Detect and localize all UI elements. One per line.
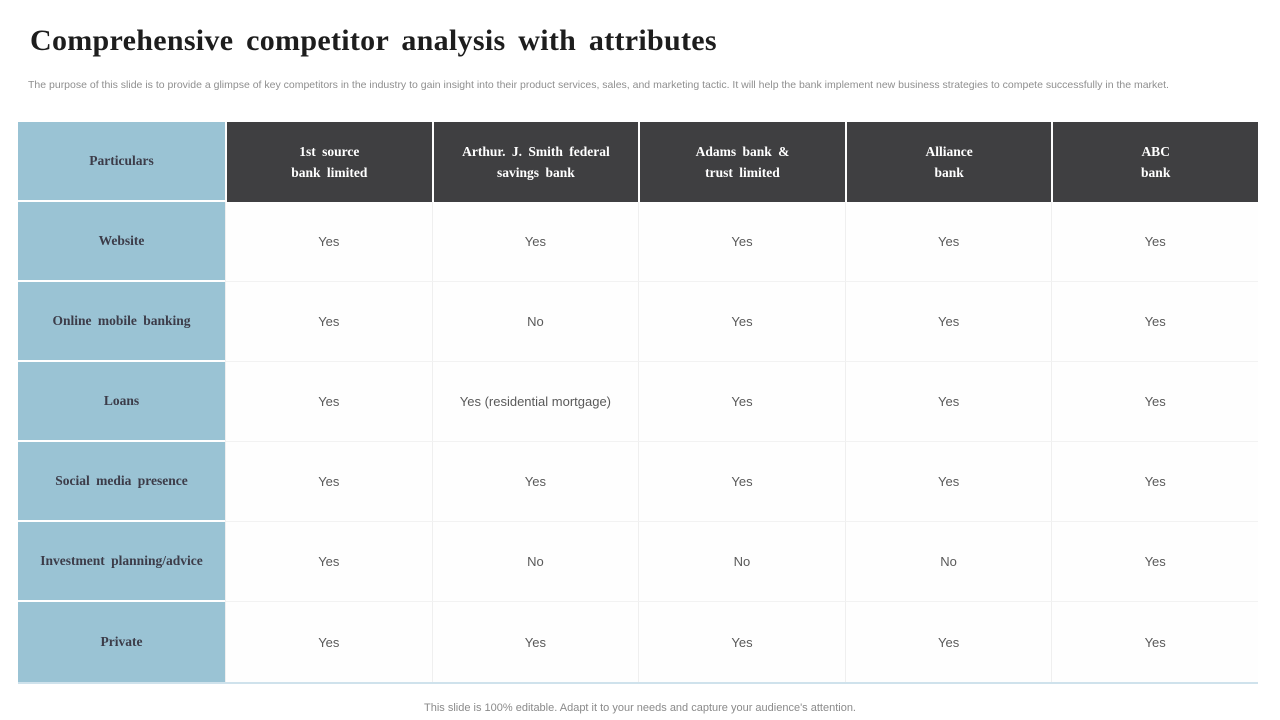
column-header-1st-source-bank: 1st source bank limited — [225, 122, 432, 202]
column-header-line: bank — [934, 165, 964, 180]
table-cell: Yes — [1051, 602, 1258, 682]
column-header-alliance-bank: Alliance bank — [844, 122, 1052, 202]
table-cell: Yes — [225, 522, 432, 602]
row-label-investment-planning-advice: Investment planning/advice — [18, 522, 225, 602]
table-corner-header: Particulars — [18, 122, 225, 202]
table-cell: No — [844, 522, 1052, 602]
row-label-website: Website — [18, 202, 225, 282]
row-label-loans: Loans — [18, 362, 225, 442]
table-cell: Yes — [431, 442, 639, 522]
column-header-line: trust limited — [705, 165, 780, 180]
column-header-line: 1st source — [299, 144, 360, 159]
table-cell: Yes — [225, 282, 432, 362]
table-cell: Yes — [844, 602, 1052, 682]
table-cell: Yes — [638, 442, 845, 522]
column-header-adams-bank: Adams bank & trust limited — [638, 122, 845, 202]
footer-note: This slide is 100% editable. Adapt it to… — [424, 702, 856, 714]
column-header-line: Alliance — [925, 144, 973, 159]
table-cell: Yes — [844, 202, 1052, 282]
table-cell: Yes — [1051, 282, 1258, 362]
column-header-line: ABC — [1141, 144, 1170, 159]
table-cell: No — [638, 522, 845, 602]
table-cell: No — [431, 282, 639, 362]
column-header-abc-bank: ABC bank — [1051, 122, 1258, 202]
table-cell: Yes — [431, 202, 639, 282]
table-cell: Yes — [431, 602, 639, 682]
table-cell: Yes — [225, 202, 432, 282]
table-cell: No — [431, 522, 639, 602]
table-cell: Yes — [1051, 202, 1258, 282]
column-header-line: Arthur. J. Smith federal — [462, 144, 610, 159]
table-cell: Yes — [844, 282, 1052, 362]
page-title: Comprehensive competitor analysis with a… — [30, 24, 717, 57]
table-cell: Yes — [1051, 442, 1258, 522]
table-cell: Yes — [225, 362, 432, 442]
table-cell: Yes (residential mortgage) — [431, 362, 639, 442]
competitor-table: Particulars 1st source bank limited Arth… — [18, 122, 1258, 684]
table-cell: Yes — [1051, 362, 1258, 442]
table-cell: Yes — [844, 442, 1052, 522]
column-header-arthur-j-smith: Arthur. J. Smith federal savings bank — [431, 122, 639, 202]
row-label-online-mobile-banking: Online mobile banking — [18, 282, 225, 362]
column-header-line: Adams bank & — [695, 144, 790, 159]
table-cell: Yes — [225, 602, 432, 682]
table-cell: Yes — [638, 362, 845, 442]
column-header-line: savings bank — [497, 165, 575, 180]
slide-subtitle: The purpose of this slide is to provide … — [28, 79, 1169, 91]
column-header-line: bank limited — [291, 165, 368, 180]
table-cell: Yes — [844, 362, 1052, 442]
row-label-private: Private — [18, 602, 225, 682]
table-cell: Yes — [638, 202, 845, 282]
table-cell: Yes — [1051, 522, 1258, 602]
row-label-social-media-presence: Social media presence — [18, 442, 225, 522]
table-cell: Yes — [638, 282, 845, 362]
table-cell: Yes — [638, 602, 845, 682]
table-cell: Yes — [225, 442, 432, 522]
column-header-line: bank — [1141, 165, 1171, 180]
